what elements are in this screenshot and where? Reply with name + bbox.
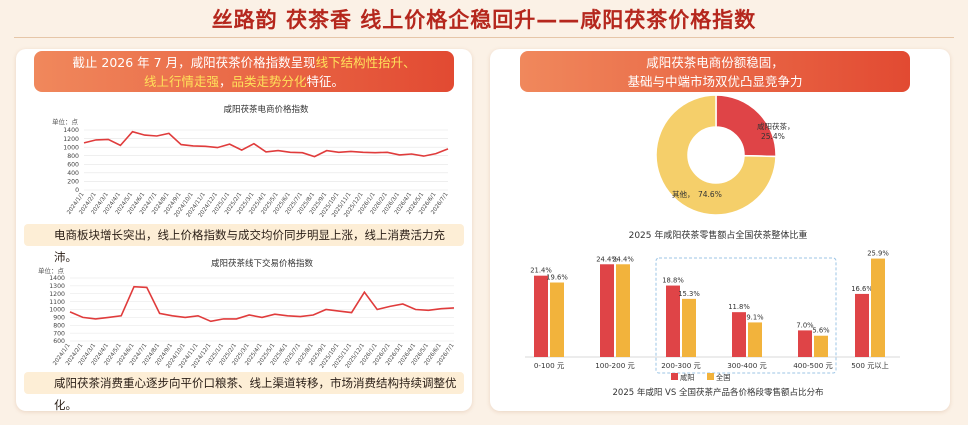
legend-swatch-xianyang [671,373,678,380]
bar-category-label: 500 元以上 [851,361,889,370]
line-chart-1-ytick: 400 [67,170,79,177]
line-chart-1-ytick: 0 [75,187,79,194]
bar-value-label: 24.4% [596,255,618,263]
right-banner: 咸阳茯茶电商份额稳固， 基础与中端市场双优凸显竞争力 [520,51,910,92]
bar-value-label: 24.4% [612,255,634,263]
bar-value-label: 19.6% [546,274,568,282]
bar-category-label: 0-100 元 [534,361,564,370]
bar-value-label: 9.1% [746,313,764,321]
bar-national [871,258,885,357]
bar-value-label: 15.3% [678,290,700,298]
line-chart-2-title: 咸阳茯茶线下交易价格指数 [211,258,314,269]
pie-label-xianyang: 咸阳茯茶， [757,121,795,131]
line-chart-1-ytick: 1000 [63,144,79,151]
pie-value-other: 74.6% [698,190,722,199]
line-chart-2-ytick: 800 [53,322,65,329]
left-banner: 截止 2026 年 7 月，咸阳茯茶价格指数呈现线下结构性抬升、 线上行情走强，… [34,51,454,92]
left-banner-highlight-1: 线下结构性抬升、 [315,55,416,70]
bar-xianyang [534,275,548,357]
right-banner-line-1: 咸阳茯茶电商份额稳固， [646,55,784,70]
bar-national [682,298,696,357]
offline-note: 咸阳茯茶消费重心逐步向平价口粮茶、线上渠道转移，市场消费结构持续调整优化。 [24,372,464,412]
bar-national [748,322,762,357]
line-chart-2-ytick: 1000 [49,307,65,314]
pie-slice-2 [655,94,777,216]
bar-value-label: 18.8% [662,277,684,285]
line-chart-1-unit: 单位：点 [52,117,79,126]
pie-label-other: 其他， [672,189,695,199]
bar-xianyang [732,312,746,357]
left-banner-text-1: 截止 2026 年 7 月，咸阳茯茶价格指数呈现 [72,55,316,70]
bar-xianyang [855,293,869,357]
bar-value-label: 25.9% [867,250,889,258]
legend-label-national: 全国 [716,373,730,382]
legend-swatch-national [707,373,714,380]
line-chart-1-ytick: 1200 [63,136,79,143]
left-banner-highlight-3: 品类走势分化 [231,74,307,89]
bar-xianyang [666,285,680,357]
page-title: 丝路韵 茯茶香 线上价格企稳回升——咸阳茯茶价格指数 [211,8,757,32]
title-divider [14,37,954,38]
bar-value-label: 21.4% [530,267,552,275]
line-chart-2-ytick: 1200 [49,291,65,298]
bar-national [814,335,828,357]
bar-xianyang [798,330,812,357]
bar-national [550,282,564,357]
line-chart-1-title: 咸阳茯茶电商价格指数 [223,104,309,115]
line-chart-1-series [83,130,449,158]
highlight-box [655,257,837,374]
bar-value-label: 16.6% [851,285,873,293]
line-chart-2-ytick: 1100 [49,299,65,306]
bar-category-label: 200-300 元 [661,361,701,370]
bar-value-label: 11.8% [728,303,750,311]
line-chart-2-ytick: 1300 [49,283,65,290]
line-chart-2-ytick: 1400 [49,275,65,282]
line-chart-1-ytick: 200 [67,179,79,186]
pie-chart-title: 2025 年咸阳茯茶零售额占全国茯茶整体比重 [629,229,808,241]
line-chart-2-ytick: 600 [53,338,65,345]
ecommerce-note: 电商板块增长突出，线上价格指数与成交均价同步明显上涨，线上消费活力充沛。 [24,224,464,264]
line-chart-1-ytick: 600 [67,161,79,168]
line-chart-1-ytick: 800 [67,153,79,160]
legend-label-xianyang: 咸阳 [680,373,694,382]
left-banner-text-2: ， [218,74,232,89]
bar-category-label: 400-500 元 [793,361,833,370]
bar-national [616,264,630,357]
line-chart-2-series [69,285,455,323]
right-banner-line-2: 基础与中端市场双优凸显竞争力 [627,74,803,89]
pie-value-xianyang: 25.4% [761,132,785,141]
bar-chart-title: 2025 年咸阳 VS 全国茯茶产品各价格段零售额占比分布 [613,387,824,398]
bar-value-label: 5.6% [812,327,830,335]
bar-value-label: 7.0% [796,321,814,329]
line-chart-2-unit: 单位：点 [38,266,65,275]
line-chart-2-ytick: 700 [53,330,65,337]
left-banner-text-3: 特征。 [306,74,345,89]
line-chart-2-ytick: 900 [53,315,65,322]
line-chart-1-ytick: 1400 [63,127,79,134]
left-banner-highlight-2: 线上行情走强 [143,74,219,89]
bar-category-label: 300-400 元 [727,361,767,370]
bar-category-label: 100-200 元 [595,361,635,370]
bar-xianyang [600,264,614,357]
